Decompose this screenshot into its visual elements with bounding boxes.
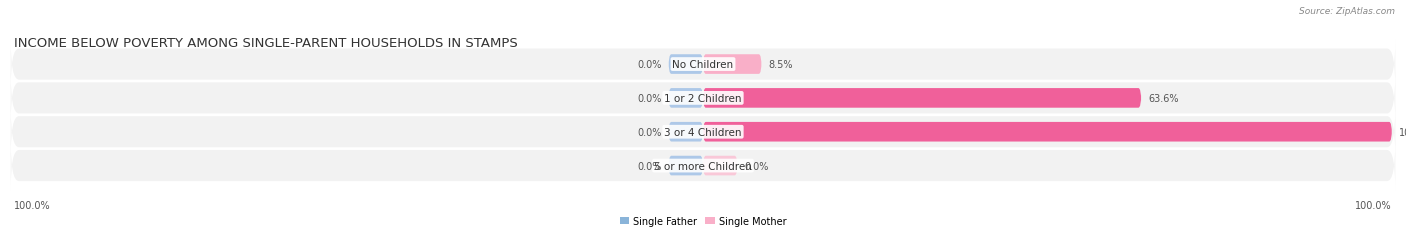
Text: 100.0%: 100.0%	[14, 200, 51, 210]
Text: INCOME BELOW POVERTY AMONG SINGLE-PARENT HOUSEHOLDS IN STAMPS: INCOME BELOW POVERTY AMONG SINGLE-PARENT…	[14, 37, 517, 50]
FancyBboxPatch shape	[669, 89, 703, 108]
Text: 0.0%: 0.0%	[637, 161, 662, 171]
Text: 100.0%: 100.0%	[1399, 127, 1406, 137]
FancyBboxPatch shape	[669, 55, 703, 75]
FancyBboxPatch shape	[703, 156, 738, 176]
Text: 8.5%: 8.5%	[769, 60, 793, 70]
Text: 1 or 2 Children: 1 or 2 Children	[664, 94, 742, 103]
Text: 0.0%: 0.0%	[637, 127, 662, 137]
Text: 0.0%: 0.0%	[637, 60, 662, 70]
Text: 100.0%: 100.0%	[1355, 200, 1392, 210]
FancyBboxPatch shape	[703, 122, 1392, 142]
Legend: Single Father, Single Mother: Single Father, Single Mother	[616, 212, 790, 230]
Text: 0.0%: 0.0%	[744, 161, 769, 171]
Text: 3 or 4 Children: 3 or 4 Children	[664, 127, 742, 137]
FancyBboxPatch shape	[703, 89, 1142, 108]
Text: 63.6%: 63.6%	[1149, 94, 1178, 103]
FancyBboxPatch shape	[11, 40, 1395, 90]
Text: 5 or more Children: 5 or more Children	[654, 161, 752, 171]
FancyBboxPatch shape	[11, 141, 1395, 191]
FancyBboxPatch shape	[11, 107, 1395, 157]
Text: 0.0%: 0.0%	[637, 94, 662, 103]
Text: No Children: No Children	[672, 60, 734, 70]
FancyBboxPatch shape	[11, 73, 1395, 123]
FancyBboxPatch shape	[669, 122, 703, 142]
FancyBboxPatch shape	[669, 156, 703, 176]
FancyBboxPatch shape	[703, 55, 762, 75]
Text: Source: ZipAtlas.com: Source: ZipAtlas.com	[1299, 7, 1395, 16]
